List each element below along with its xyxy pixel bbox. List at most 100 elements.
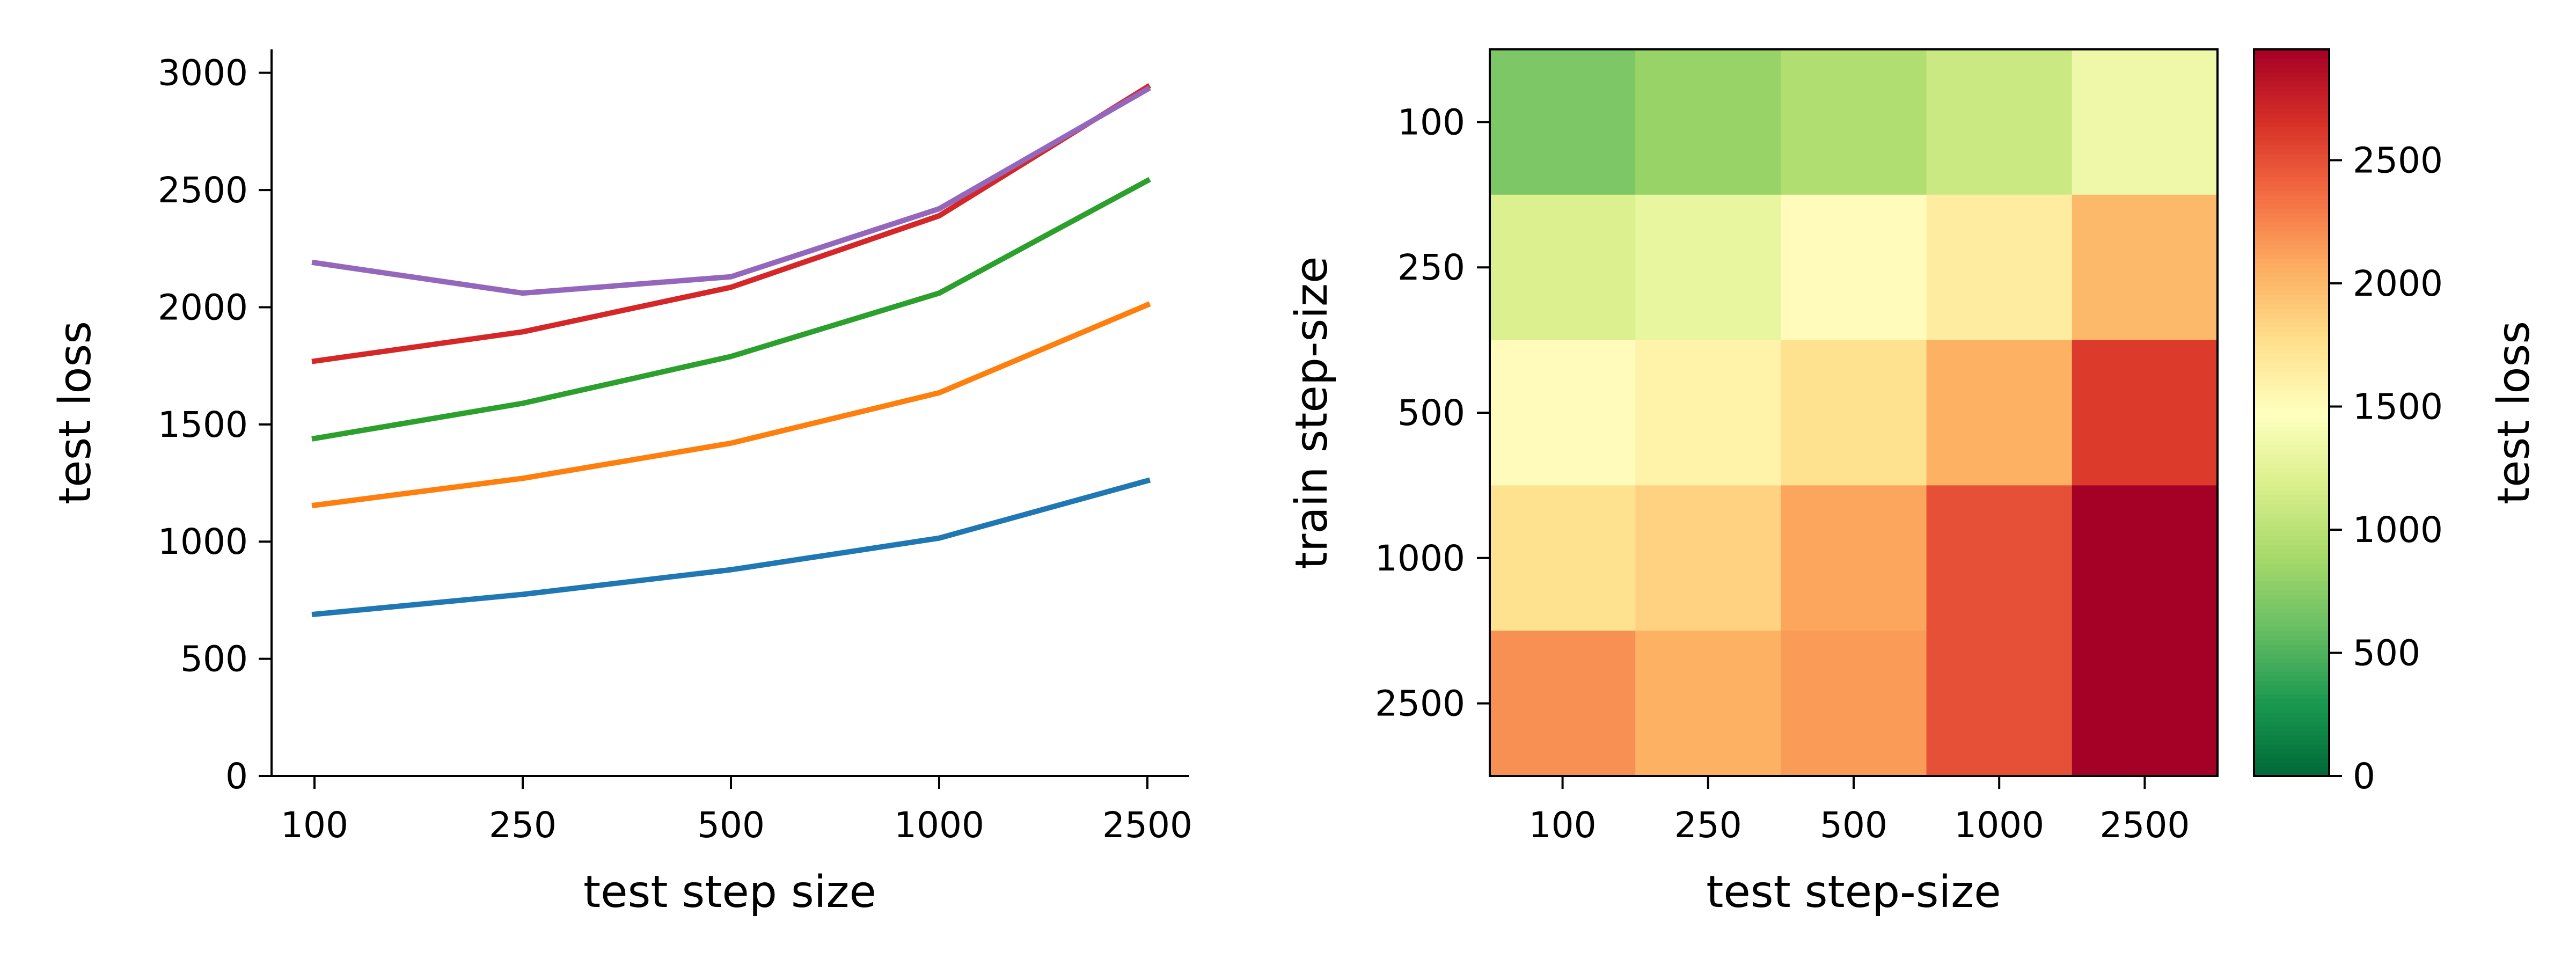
colorbar-strip bbox=[2254, 262, 2329, 268]
line-chart-y-tick-label: 1000 bbox=[158, 521, 248, 562]
heatmap-cell bbox=[1781, 340, 1927, 486]
colorbar-strip bbox=[2254, 258, 2329, 264]
colorbar-strip bbox=[2254, 449, 2329, 455]
colorbar-strip bbox=[2254, 335, 2329, 341]
heatmap-cell bbox=[1490, 194, 1636, 341]
colorbar-strip bbox=[2254, 394, 2329, 400]
heatmap-cell bbox=[1490, 631, 1636, 777]
colorbar-strip bbox=[2254, 226, 2329, 232]
colorbar-strip bbox=[2254, 380, 2329, 386]
colorbar-strip bbox=[2254, 612, 2329, 618]
colorbar-strip bbox=[2254, 353, 2329, 359]
colorbar-strip bbox=[2254, 503, 2329, 509]
colorbar-strip bbox=[2254, 190, 2329, 195]
colorbar-strip bbox=[2254, 635, 2329, 641]
colorbar-strip bbox=[2254, 94, 2329, 100]
colorbar-strip bbox=[2254, 76, 2329, 82]
colorbar-strip bbox=[2254, 272, 2329, 277]
colorbar-strip bbox=[2254, 458, 2329, 464]
colorbar-strip bbox=[2254, 558, 2329, 564]
colorbar-strip bbox=[2254, 126, 2329, 132]
colorbar-tick-label: 500 bbox=[2353, 633, 2420, 674]
colorbar-strip bbox=[2254, 603, 2329, 609]
colorbar-strip bbox=[2254, 312, 2329, 318]
line-chart-y-tick-label: 0 bbox=[225, 756, 248, 797]
colorbar-strip bbox=[2254, 217, 2329, 223]
colorbar-strip bbox=[2254, 626, 2329, 632]
heatmap-cell bbox=[1926, 194, 2073, 341]
colorbar-strip bbox=[2254, 594, 2329, 599]
colorbar-strip bbox=[2254, 740, 2329, 745]
heatmap-y-label: train step-size bbox=[1286, 257, 1337, 569]
colorbar-strip bbox=[2254, 303, 2329, 309]
colorbar-strip bbox=[2254, 426, 2329, 431]
line-chart-y-label: test loss bbox=[50, 321, 101, 504]
heatmap-cell bbox=[1926, 49, 2073, 195]
colorbar-frame bbox=[2253, 48, 2330, 777]
colorbar-strip bbox=[2254, 108, 2329, 114]
colorbar-strip bbox=[2254, 308, 2329, 313]
colorbar-strip bbox=[2254, 54, 2329, 59]
colorbar-strip bbox=[2254, 135, 2329, 141]
colorbar-strip bbox=[2254, 276, 2329, 282]
colorbar-strip bbox=[2254, 435, 2329, 441]
colorbar-strip bbox=[2254, 294, 2329, 300]
heatmap-chart: 100 250 500 1000 2500 100 250 500 1000 2500 test… bbox=[1286, 48, 2540, 918]
heatmap-x-tick-label: 250 bbox=[1674, 804, 1742, 846]
colorbar-strip bbox=[2254, 81, 2329, 86]
colorbar-strip bbox=[2254, 390, 2329, 396]
colorbar-strip bbox=[2254, 376, 2329, 382]
colorbar-strip bbox=[2254, 253, 2329, 259]
colorbar-strip bbox=[2254, 326, 2329, 332]
colorbar-strip bbox=[2254, 430, 2329, 436]
colorbar-strip bbox=[2254, 321, 2329, 327]
heatmap-y-ticks: 100 250 500 1000 2500 bbox=[1375, 101, 1490, 724]
colorbar-strip bbox=[2254, 667, 2329, 672]
colorbar-strip bbox=[2254, 113, 2329, 118]
line-series-group bbox=[311, 83, 1151, 618]
line-series-4 bbox=[311, 83, 1151, 364]
colorbar-strip bbox=[2254, 690, 2329, 695]
colorbar-tick-label: 0 bbox=[2353, 756, 2375, 797]
colorbar-strip bbox=[2254, 317, 2329, 323]
heatmap-y-tick-label: 2500 bbox=[1375, 683, 1465, 724]
colorbar-strip bbox=[2254, 708, 2329, 713]
colorbar-strip bbox=[2254, 476, 2329, 481]
colorbar-strip bbox=[2254, 508, 2329, 514]
heatmap-cell bbox=[2072, 49, 2218, 195]
line-series-3 bbox=[311, 177, 1151, 442]
colorbar-strip bbox=[2254, 222, 2329, 228]
colorbar-strip bbox=[2254, 489, 2329, 495]
colorbar-strip bbox=[2254, 463, 2329, 468]
line-chart-y-tick-label: 1500 bbox=[158, 404, 248, 445]
colorbar-strip bbox=[2254, 640, 2329, 645]
colorbar-strip bbox=[2254, 371, 2329, 377]
heatmap-x-tick-label: 2500 bbox=[2099, 804, 2190, 846]
colorbar-strip bbox=[2254, 213, 2329, 218]
colorbar-strip bbox=[2254, 721, 2329, 727]
heatmap-cell bbox=[1781, 194, 1927, 341]
heatmap-x-tick-label: 500 bbox=[1820, 804, 1887, 846]
heatmap-x-tick-label: 100 bbox=[1529, 804, 1597, 846]
colorbar-tick-label: 2500 bbox=[2353, 140, 2443, 181]
heatmap-cell bbox=[1635, 49, 1781, 195]
colorbar-strip bbox=[2254, 167, 2329, 173]
heatmap-cell bbox=[1926, 631, 2073, 777]
colorbar-strip bbox=[2254, 140, 2329, 145]
colorbar-strip bbox=[2254, 730, 2329, 736]
line-chart-x-tick-label: 250 bbox=[489, 804, 557, 846]
colorbar-strip bbox=[2254, 244, 2329, 250]
colorbar-strip bbox=[2254, 281, 2329, 287]
line-chart-y-tick-label: 2500 bbox=[158, 170, 248, 211]
colorbar-strip bbox=[2254, 290, 2329, 295]
colorbar-strip bbox=[2254, 657, 2329, 663]
colorbar-strip bbox=[2254, 85, 2329, 91]
heatmap-x-ticks: 100 250 500 1000 2500 bbox=[1529, 776, 2190, 846]
colorbar-strip bbox=[2254, 662, 2329, 668]
colorbar-strip bbox=[2254, 362, 2329, 368]
colorbar-strip bbox=[2254, 553, 2329, 559]
heatmap-y-tick-label: 250 bbox=[1397, 247, 1465, 288]
line-chart-y-tick-label: 3000 bbox=[158, 53, 248, 94]
colorbar-strip bbox=[2254, 485, 2329, 491]
colorbar-strip bbox=[2254, 131, 2329, 136]
